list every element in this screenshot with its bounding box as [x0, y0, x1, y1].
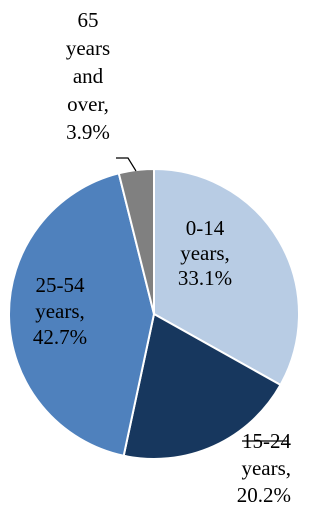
slice-label-line: years, [35, 299, 85, 323]
slice-label-line: 65 [78, 8, 99, 32]
pie-slice-15-24-years [122, 312, 282, 460]
leader-lines-layer [116, 157, 288, 442]
slice-label-0-14-years: 0-14 years, 33.1% [178, 216, 232, 290]
slice-label-line: years [66, 36, 110, 60]
slice-label-line: 33.1% [178, 266, 232, 290]
pie-slice-0-14-years [153, 167, 300, 387]
slice-label-line: 25-54 [36, 273, 85, 297]
slices-layer [8, 167, 300, 460]
slice-label-line: 20.2% [237, 483, 291, 507]
slice-label-line: 0-14 [186, 216, 225, 240]
slice-label-25-54-years: 25-54 years, 42.7% [33, 273, 87, 349]
labels-layer: 0-14 years, 33.1%15-24 years, 20.2%25-54 year… [33, 8, 292, 507]
pie-slice-65-years-and-over [117, 167, 155, 315]
leader-line-65-years-and-over [116, 157, 137, 172]
pie-slice-25-54-years [8, 172, 156, 457]
slice-label-line: years, [180, 241, 230, 265]
slice-label-line: and [73, 64, 104, 88]
slice-label-line: 15-24 [242, 429, 291, 453]
slice-label-line: 42.7% [33, 325, 87, 349]
slice-label-line: years, [241, 456, 291, 480]
slice-label-line: 3.9% [66, 120, 110, 144]
slice-label-15-24-years: 15-24 years, 20.2% [237, 429, 292, 507]
slice-label-line: over, [67, 92, 109, 116]
slice-label-65-years-and-over: 65 years and over, 3.9% [66, 8, 110, 144]
